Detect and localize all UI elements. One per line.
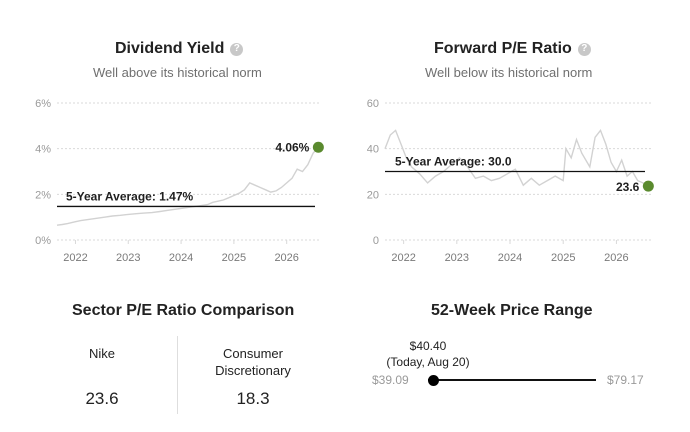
price-range-title-text: 52-Week Price Range [431,302,593,319]
y-tick-label: 0 [373,235,379,247]
current-price-label: $40.40 (Today, Aug 20) [370,338,486,370]
sector-right-value: 18.3 [236,389,270,408]
sector-right-name-line1: Consumer [223,346,283,361]
y-tick-label: 40 [367,144,379,156]
sector-divider [177,336,178,414]
x-tick-label: 2025 [551,252,575,264]
current-value-dot [312,141,324,153]
y-tick-label: 6% [35,98,51,110]
forward-pe-title-text: Forward P/E Ratio [434,40,572,57]
x-tick-label: 2022 [391,252,415,264]
current-price-date: (Today, Aug 20) [386,355,470,369]
price-range-title: 52-Week Price Range [431,302,593,320]
sector-right-name: Consumer Discretionary [198,345,308,379]
range-current-marker[interactable] [428,375,440,386]
x-tick-label: 2024 [169,252,193,264]
x-tick-label: 2022 [63,252,87,264]
forward-pe-title: Forward P/E Ratio ? [434,40,591,58]
sector-pe-title: Sector P/E Ratio Comparison [72,302,294,320]
dividend-yield-title-text: Dividend Yield [115,40,225,57]
y-tick-label: 0% [35,235,51,247]
question-mark-icon[interactable]: ? [577,42,591,56]
forward-pe-subtitle: Well below its historical norm [425,65,593,80]
sector-left-name: Nike [88,346,115,361]
x-tick-label: 2023 [116,252,140,264]
current-price: $40.40 [409,339,447,353]
sector-left-value: 23.6 [85,389,119,408]
question-mark-icon[interactable]: ? [230,42,244,56]
x-tick-label: 2026 [274,252,298,264]
average-label: 5-Year Average: 30.0 [395,155,512,169]
current-value-label: 23.6 [616,180,640,194]
current-value-dot [642,180,654,192]
series-line [384,128,649,187]
series-line [56,146,319,226]
y-tick-label: 2% [35,189,51,201]
y-tick-label: 20 [367,189,379,201]
x-tick-label: 2026 [604,252,628,264]
dividend-yield-title: Dividend Yield ? [115,40,244,58]
x-tick-label: 2024 [498,252,522,264]
sector-right-name-line2: Discretionary [215,363,291,378]
current-value-label: 4.06% [275,140,309,154]
range-track [428,379,596,381]
range-high: $79.17 [607,373,644,387]
sector-pe-title-text: Sector P/E Ratio Comparison [72,302,295,319]
dividend-yield-subtitle: Well above its historical norm [93,65,262,80]
y-tick-label: 4% [35,144,51,156]
range-low: $39.09 [372,373,409,387]
y-tick-label: 60 [367,98,379,110]
x-tick-label: 2023 [445,252,469,264]
x-tick-label: 2025 [222,252,246,264]
average-label: 5-Year Average: 1.47% [66,189,194,203]
